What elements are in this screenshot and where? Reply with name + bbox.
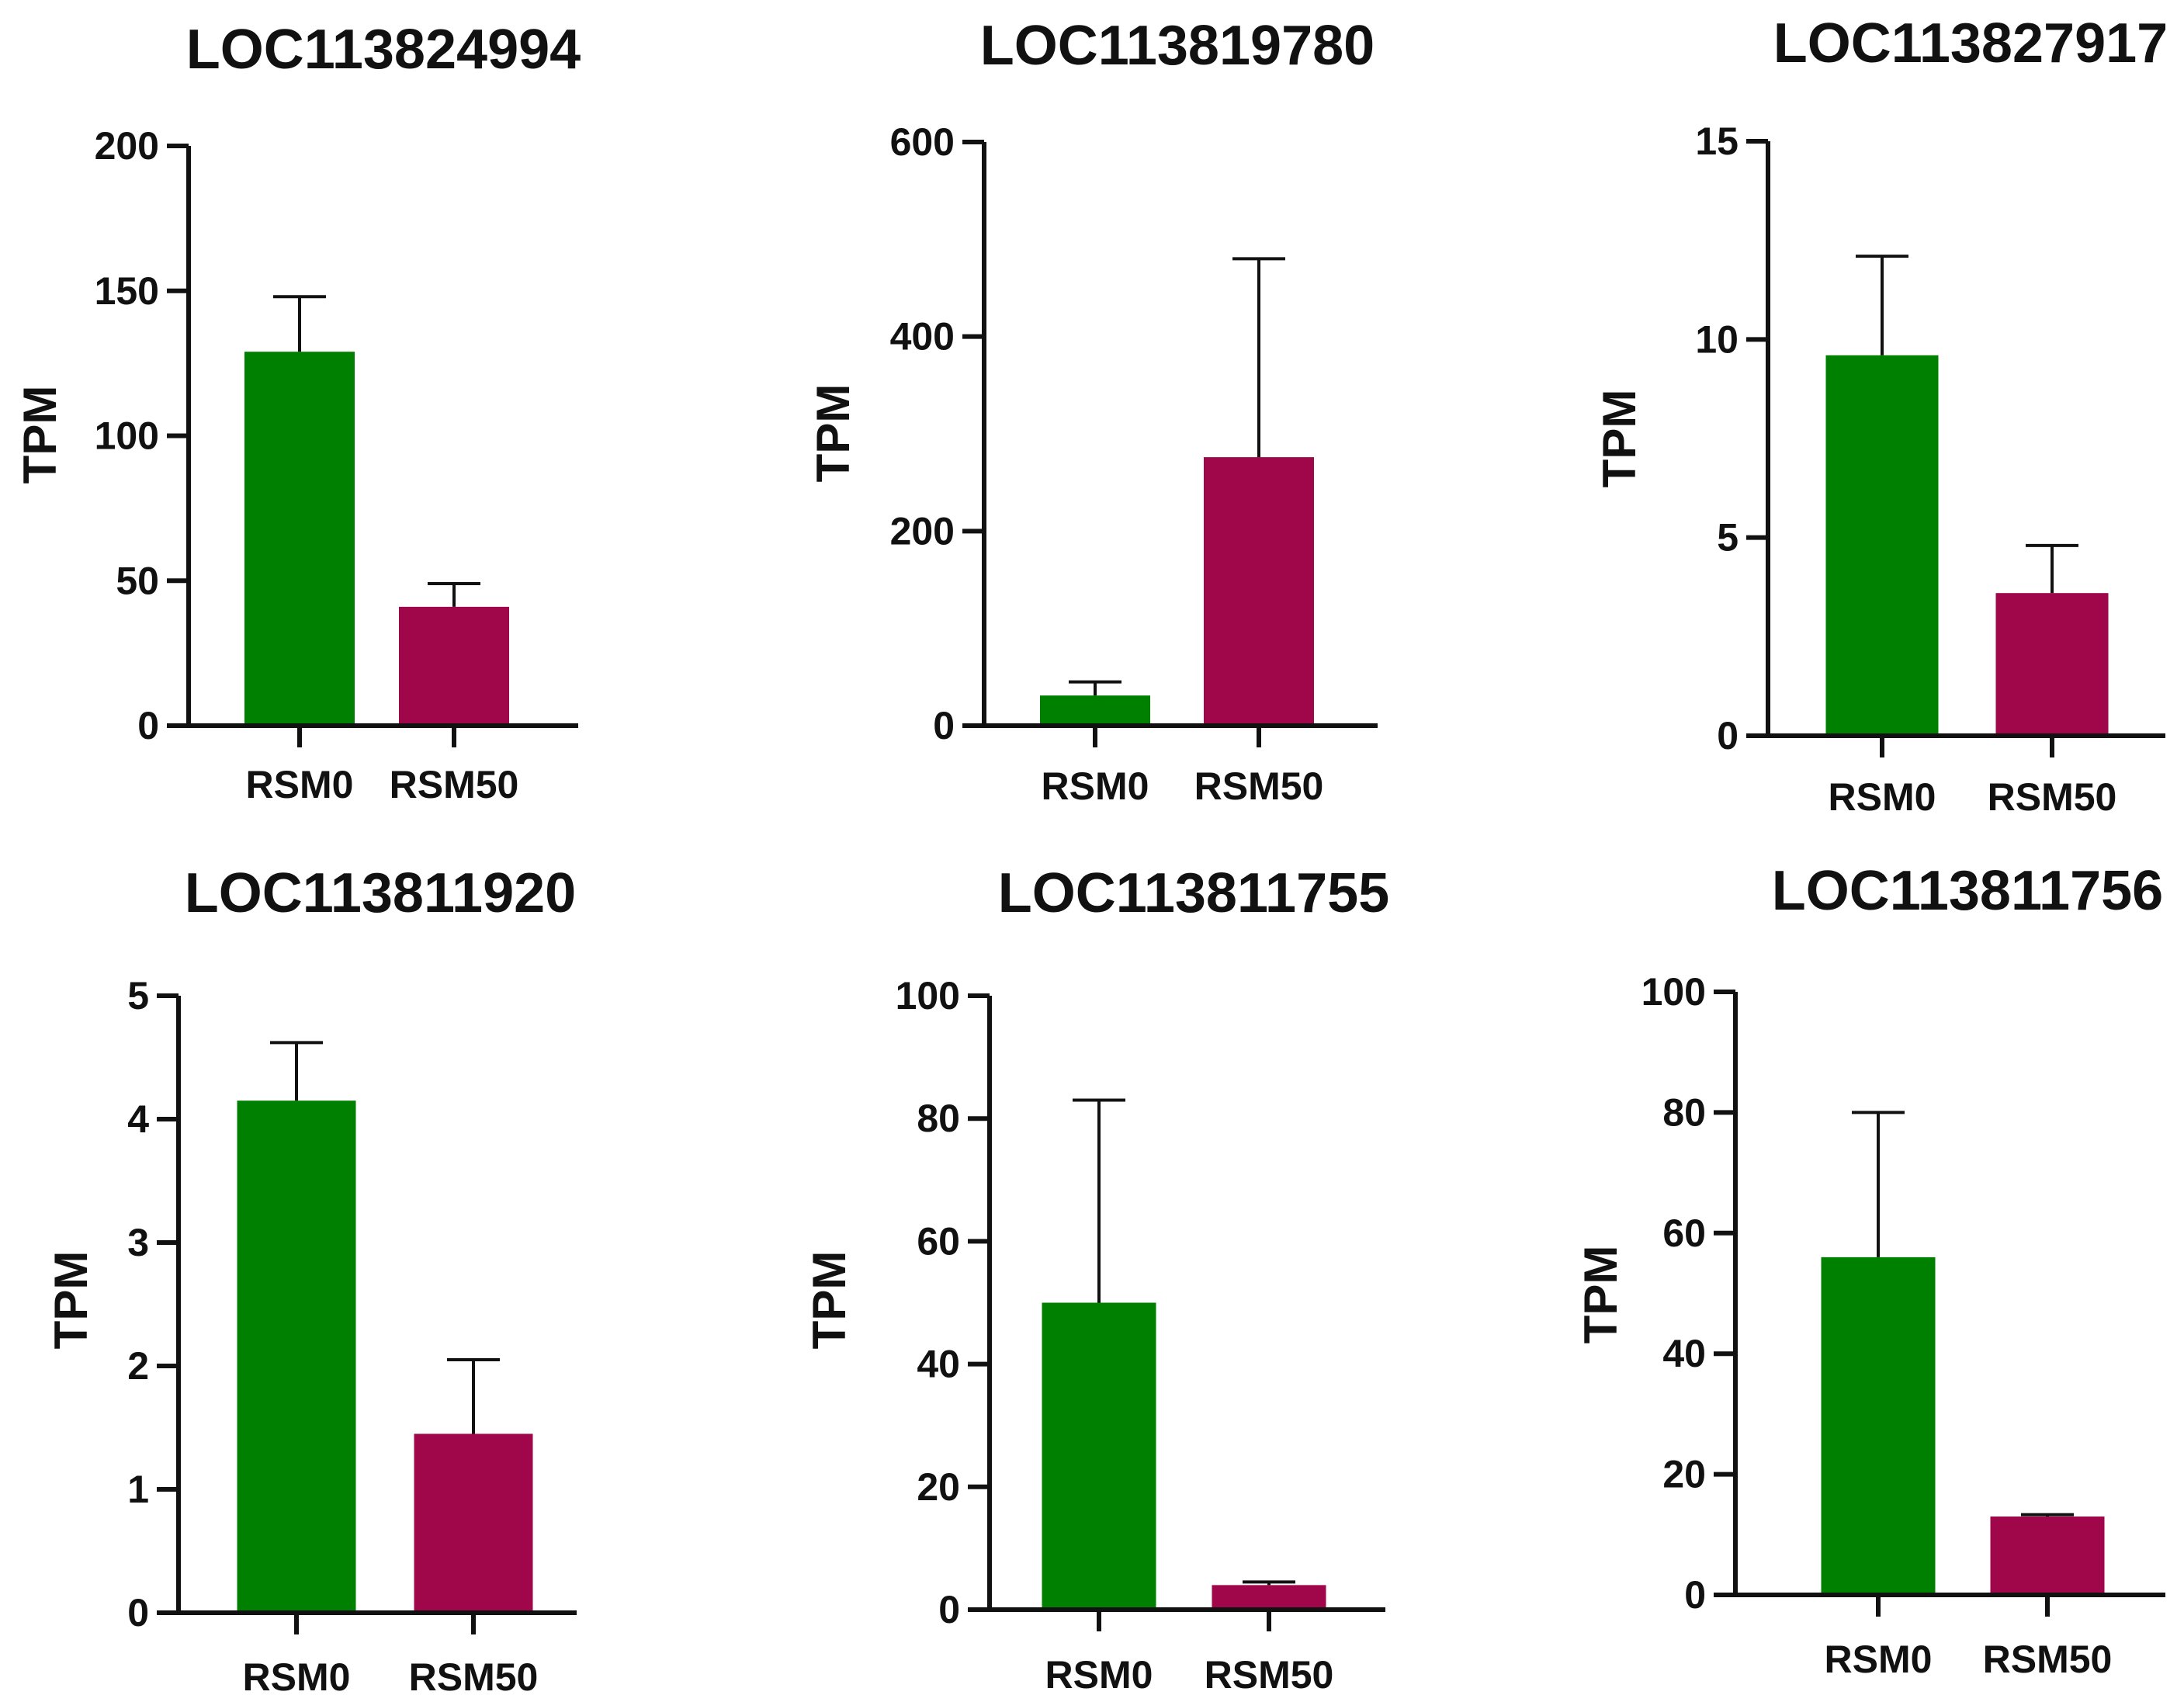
bar-rsm50 [399,606,509,726]
y-tick-label: 200 [890,509,955,553]
y-tick-label: 0 [1684,1573,1706,1617]
bar-rsm0 [244,352,355,726]
x-category-label: RSM50 [1194,764,1324,808]
chart-panel-5: LOC113811755 TPM 0 20 40 60 80 100 RSM0 RSM50 [803,862,1389,1697]
x-category-label: RSM50 [390,763,519,806]
chart-panel-4: LOC113811920 TPM 0 1 2 3 4 5 RSM0 RSM50 [45,862,577,1699]
y-axis-title: TPM [14,386,66,484]
y-axis-title: TPM [45,1251,97,1350]
chart-title: LOC113819780 [980,15,1375,77]
y-tick-label: 100 [896,974,960,1017]
y-tick-label: 40 [917,1343,960,1386]
bar-rsm50 [1990,1516,2105,1595]
y-tick-label: 4 [127,1097,149,1141]
bar-rsm0 [1825,355,1939,736]
y-tick-label: 5 [1717,516,1739,560]
y-tick-label: 3 [127,1221,149,1264]
y-tick-label: 60 [1662,1212,1706,1255]
y-tick-label: 100 [95,414,159,458]
y-tick-label: 200 [95,124,159,168]
bar-rsm50 [1995,593,2109,736]
y-tick-label: 0 [127,1591,149,1634]
y-tick-label: 5 [127,974,149,1017]
x-category-label: RSM0 [246,763,354,806]
bar-rsm50 [1212,1585,1326,1610]
x-category-label: RSM0 [1042,764,1149,808]
chart-title: LOC113827917 [1773,12,2168,75]
y-tick-label: 20 [1662,1453,1706,1496]
chart-title: LOC113811755 [998,862,1389,924]
y-axis-title: TPM [1575,1246,1627,1344]
x-category-label: RSM0 [1829,775,1936,819]
chart-panel-1: LOC113824994 TPM 0 50 100 150 200 RSM0 RSM50 [14,19,581,806]
y-tick-label: 100 [1641,970,1706,1014]
y-tick-label: 50 [116,559,159,602]
y-tick-label: 2 [127,1344,149,1388]
y-tick-label: 600 [890,120,955,164]
y-tick-label: 0 [137,704,159,747]
x-category-label: RSM50 [1983,1638,2113,1681]
bar-rsm0 [1821,1257,1936,1595]
x-category-label: RSM50 [1988,775,2117,819]
bar-rsm0 [237,1101,356,1613]
bar-rsm50 [414,1433,533,1613]
chart-panel-2: LOC113819780 TPM 0 200 400 600 RSM0 RSM50 [807,15,1378,808]
y-tick-label: 150 [95,269,159,313]
bar-rsm0 [1042,1302,1156,1610]
chart-title: LOC113824994 [186,19,581,81]
y-tick-label: 1 [127,1468,149,1511]
x-category-label: RSM50 [1205,1653,1334,1697]
y-tick-label: 20 [917,1465,960,1509]
y-tick-label: 0 [938,1588,960,1631]
x-category-label: RSM0 [1045,1653,1153,1697]
y-tick-label: 60 [917,1219,960,1263]
chart-panel-6: LOC113811756 TPM 0 20 40 60 80 100 RSM0 RSM50 [1575,860,2165,1681]
y-tick-label: 80 [917,1097,960,1140]
y-axis-title: TPM [1593,390,1645,488]
y-tick-label: 0 [933,704,955,747]
y-tick-label: 400 [890,315,955,359]
y-tick-label: 0 [1717,714,1739,757]
chart-title: LOC113811756 [1772,860,2163,922]
y-axis-title: TPM [803,1251,855,1350]
x-category-label: RSM0 [243,1655,351,1699]
x-category-label: RSM50 [409,1655,539,1699]
chart-panel-3: LOC113827917 TPM 0 5 10 15 RSM0 RSM50 [1593,12,2168,819]
bar-rsm0 [1040,695,1150,726]
y-tick-label: 15 [1695,120,1739,163]
y-tick-label: 80 [1662,1090,1706,1134]
y-tick-label: 40 [1662,1332,1706,1375]
y-tick-label: 10 [1695,317,1739,361]
bar-rsm50 [1204,457,1314,726]
y-axis-title: TPM [807,384,859,483]
x-category-label: RSM0 [1825,1638,1933,1681]
chart-title: LOC113811920 [185,862,576,924]
